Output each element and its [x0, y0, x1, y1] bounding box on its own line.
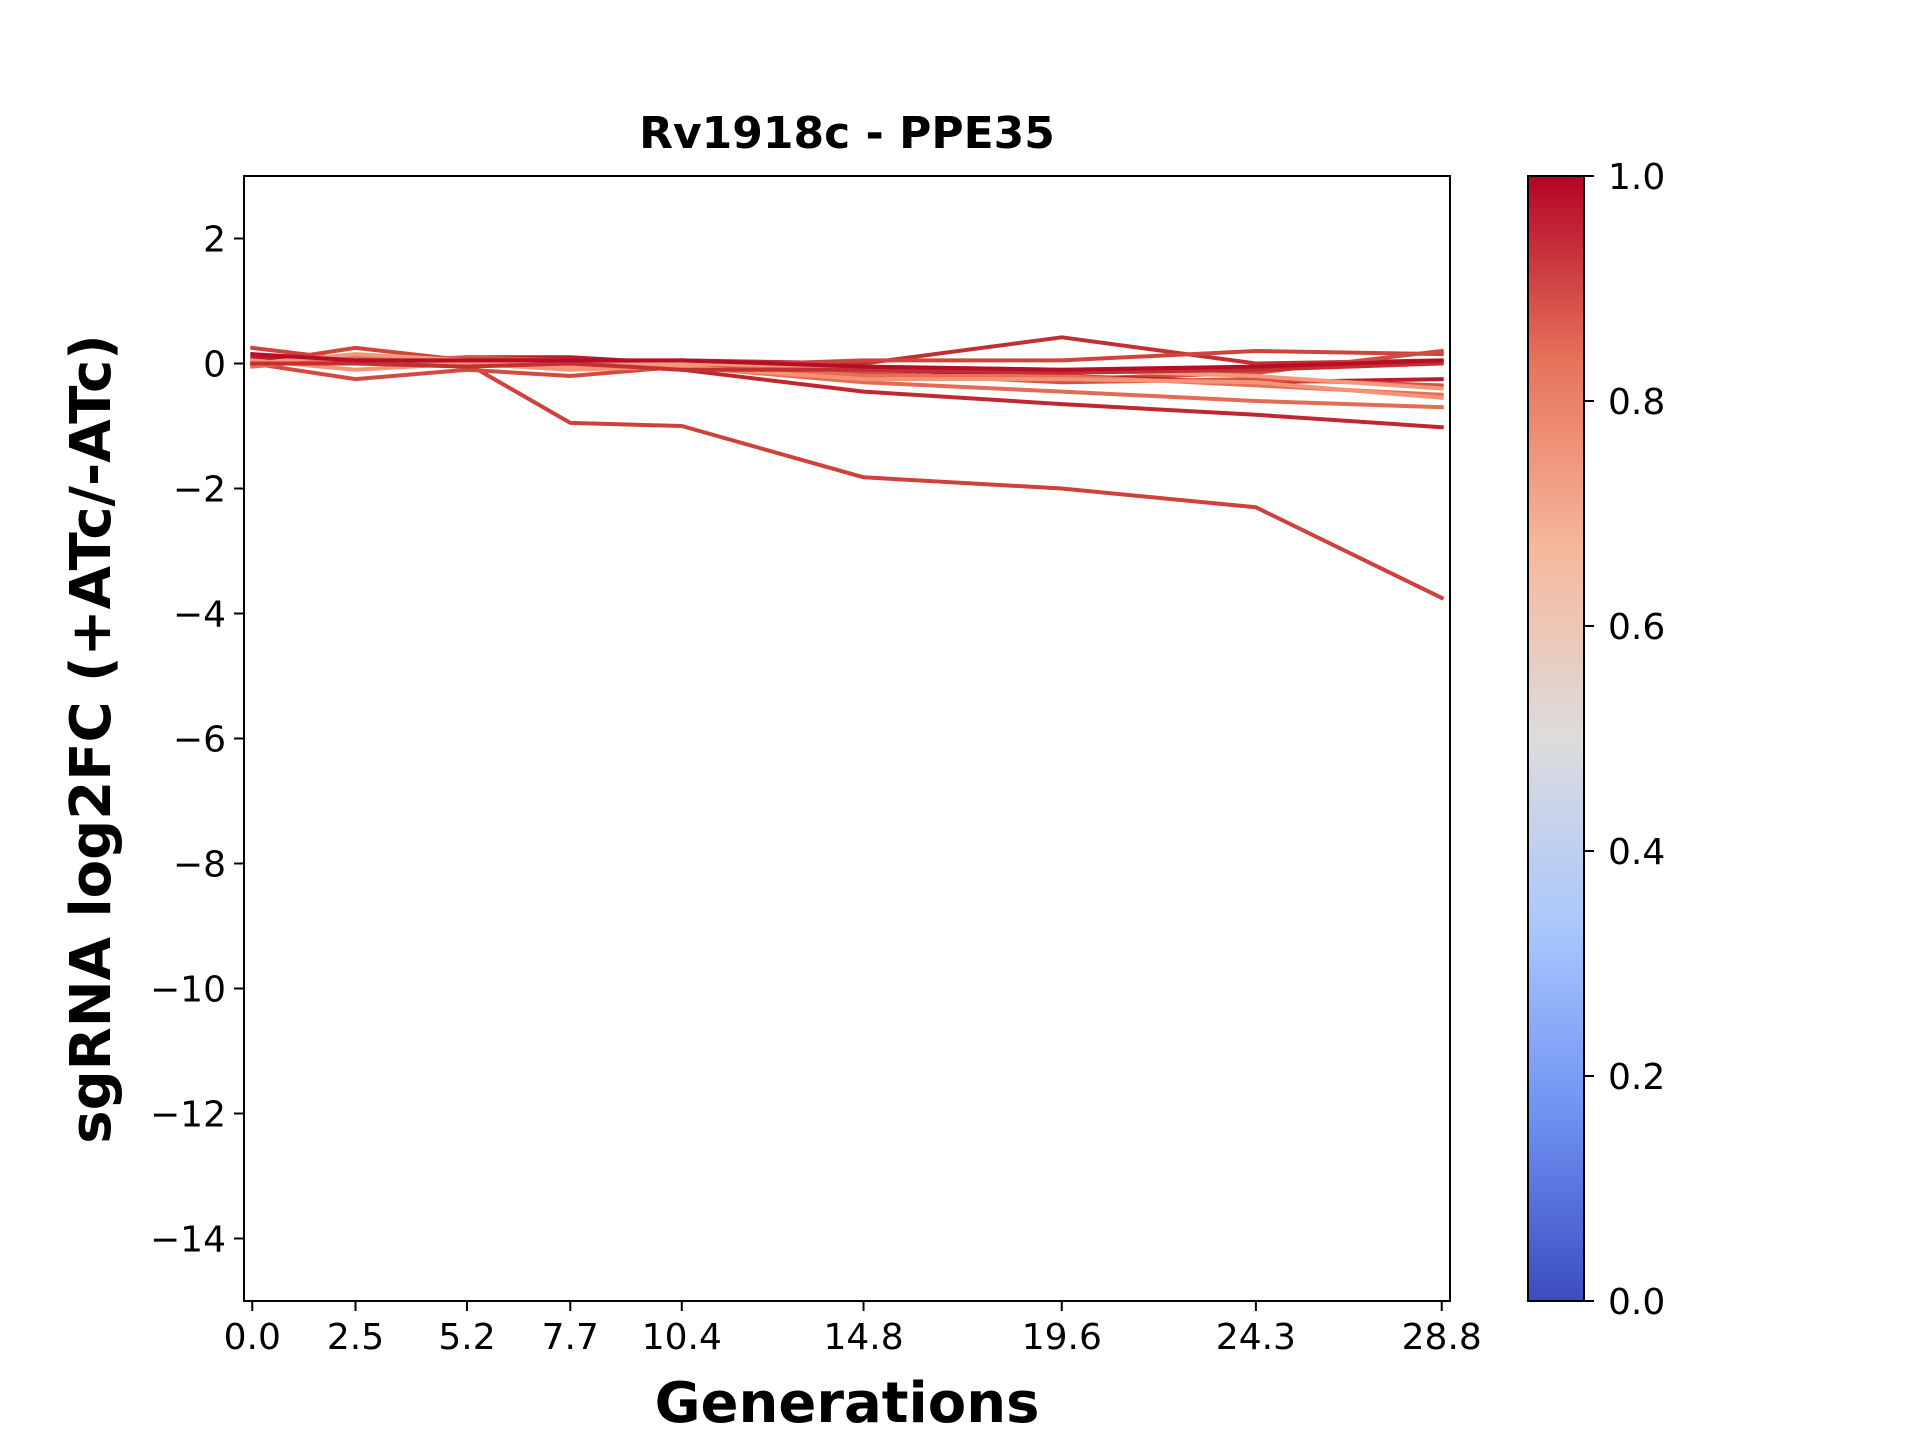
series-line-11	[250, 352, 1444, 391]
y-tick-label: −14	[150, 1220, 226, 1261]
y-tick-label: −12	[150, 1095, 226, 1136]
y-tick-label: 0	[203, 345, 226, 386]
y-tick-label: 2	[203, 220, 226, 261]
x-tick-label: 28.8	[1402, 1317, 1482, 1358]
x-tick-label: 14.8	[823, 1317, 903, 1358]
series-line-10	[250, 358, 1444, 401]
colorbar-tick-label: 0.6	[1608, 607, 1665, 648]
colorbar-tick-label: 0.0	[1608, 1282, 1665, 1323]
colorbar	[1527, 175, 1585, 1302]
x-tick-label: 7.7	[542, 1317, 599, 1358]
x-tick-label: 24.3	[1216, 1317, 1296, 1358]
x-tick-label: 10.4	[642, 1317, 722, 1358]
colorbar-tick-label: 0.2	[1608, 1057, 1665, 1098]
plot-frame	[243, 175, 1451, 1302]
x-axis-title: Generations	[655, 1371, 1040, 1436]
x-tick-label: 5.2	[438, 1317, 495, 1358]
colorbar-tick-label: 1.0	[1608, 157, 1665, 198]
colorbar-tick-label: 0.4	[1608, 832, 1665, 873]
colorbar-tick-label: 0.8	[1608, 382, 1665, 423]
y-tick-label: −8	[173, 845, 226, 886]
chart-title: Rv1918c - PPE35	[639, 108, 1055, 159]
y-axis: 2 0 −2 −4 −6 −8 −10 −12 −14	[150, 220, 244, 1261]
series-line-12	[250, 361, 1444, 375]
series-line-13	[250, 351, 1444, 372]
y-tick-label: −2	[173, 470, 226, 511]
colorbar-axis: 0.0 0.2 0.4 0.6 0.8 1.0	[1584, 157, 1665, 1323]
y-tick-label: −4	[173, 595, 226, 636]
series-layer	[250, 335, 1445, 601]
y-axis-title: sgRNA log2FC (+ATc/-ATc)	[59, 334, 124, 1144]
x-tick-label: 19.6	[1022, 1317, 1102, 1358]
y-tick-label: −10	[150, 970, 226, 1011]
x-axis: 0.0 2.5 5.2 7.7 10.4 14.8 19.6 24.3 28.8	[224, 1301, 1482, 1358]
y-tick-label: −6	[173, 720, 226, 761]
x-tick-label: 2.5	[327, 1317, 384, 1358]
x-tick-label: 0.0	[224, 1317, 281, 1358]
